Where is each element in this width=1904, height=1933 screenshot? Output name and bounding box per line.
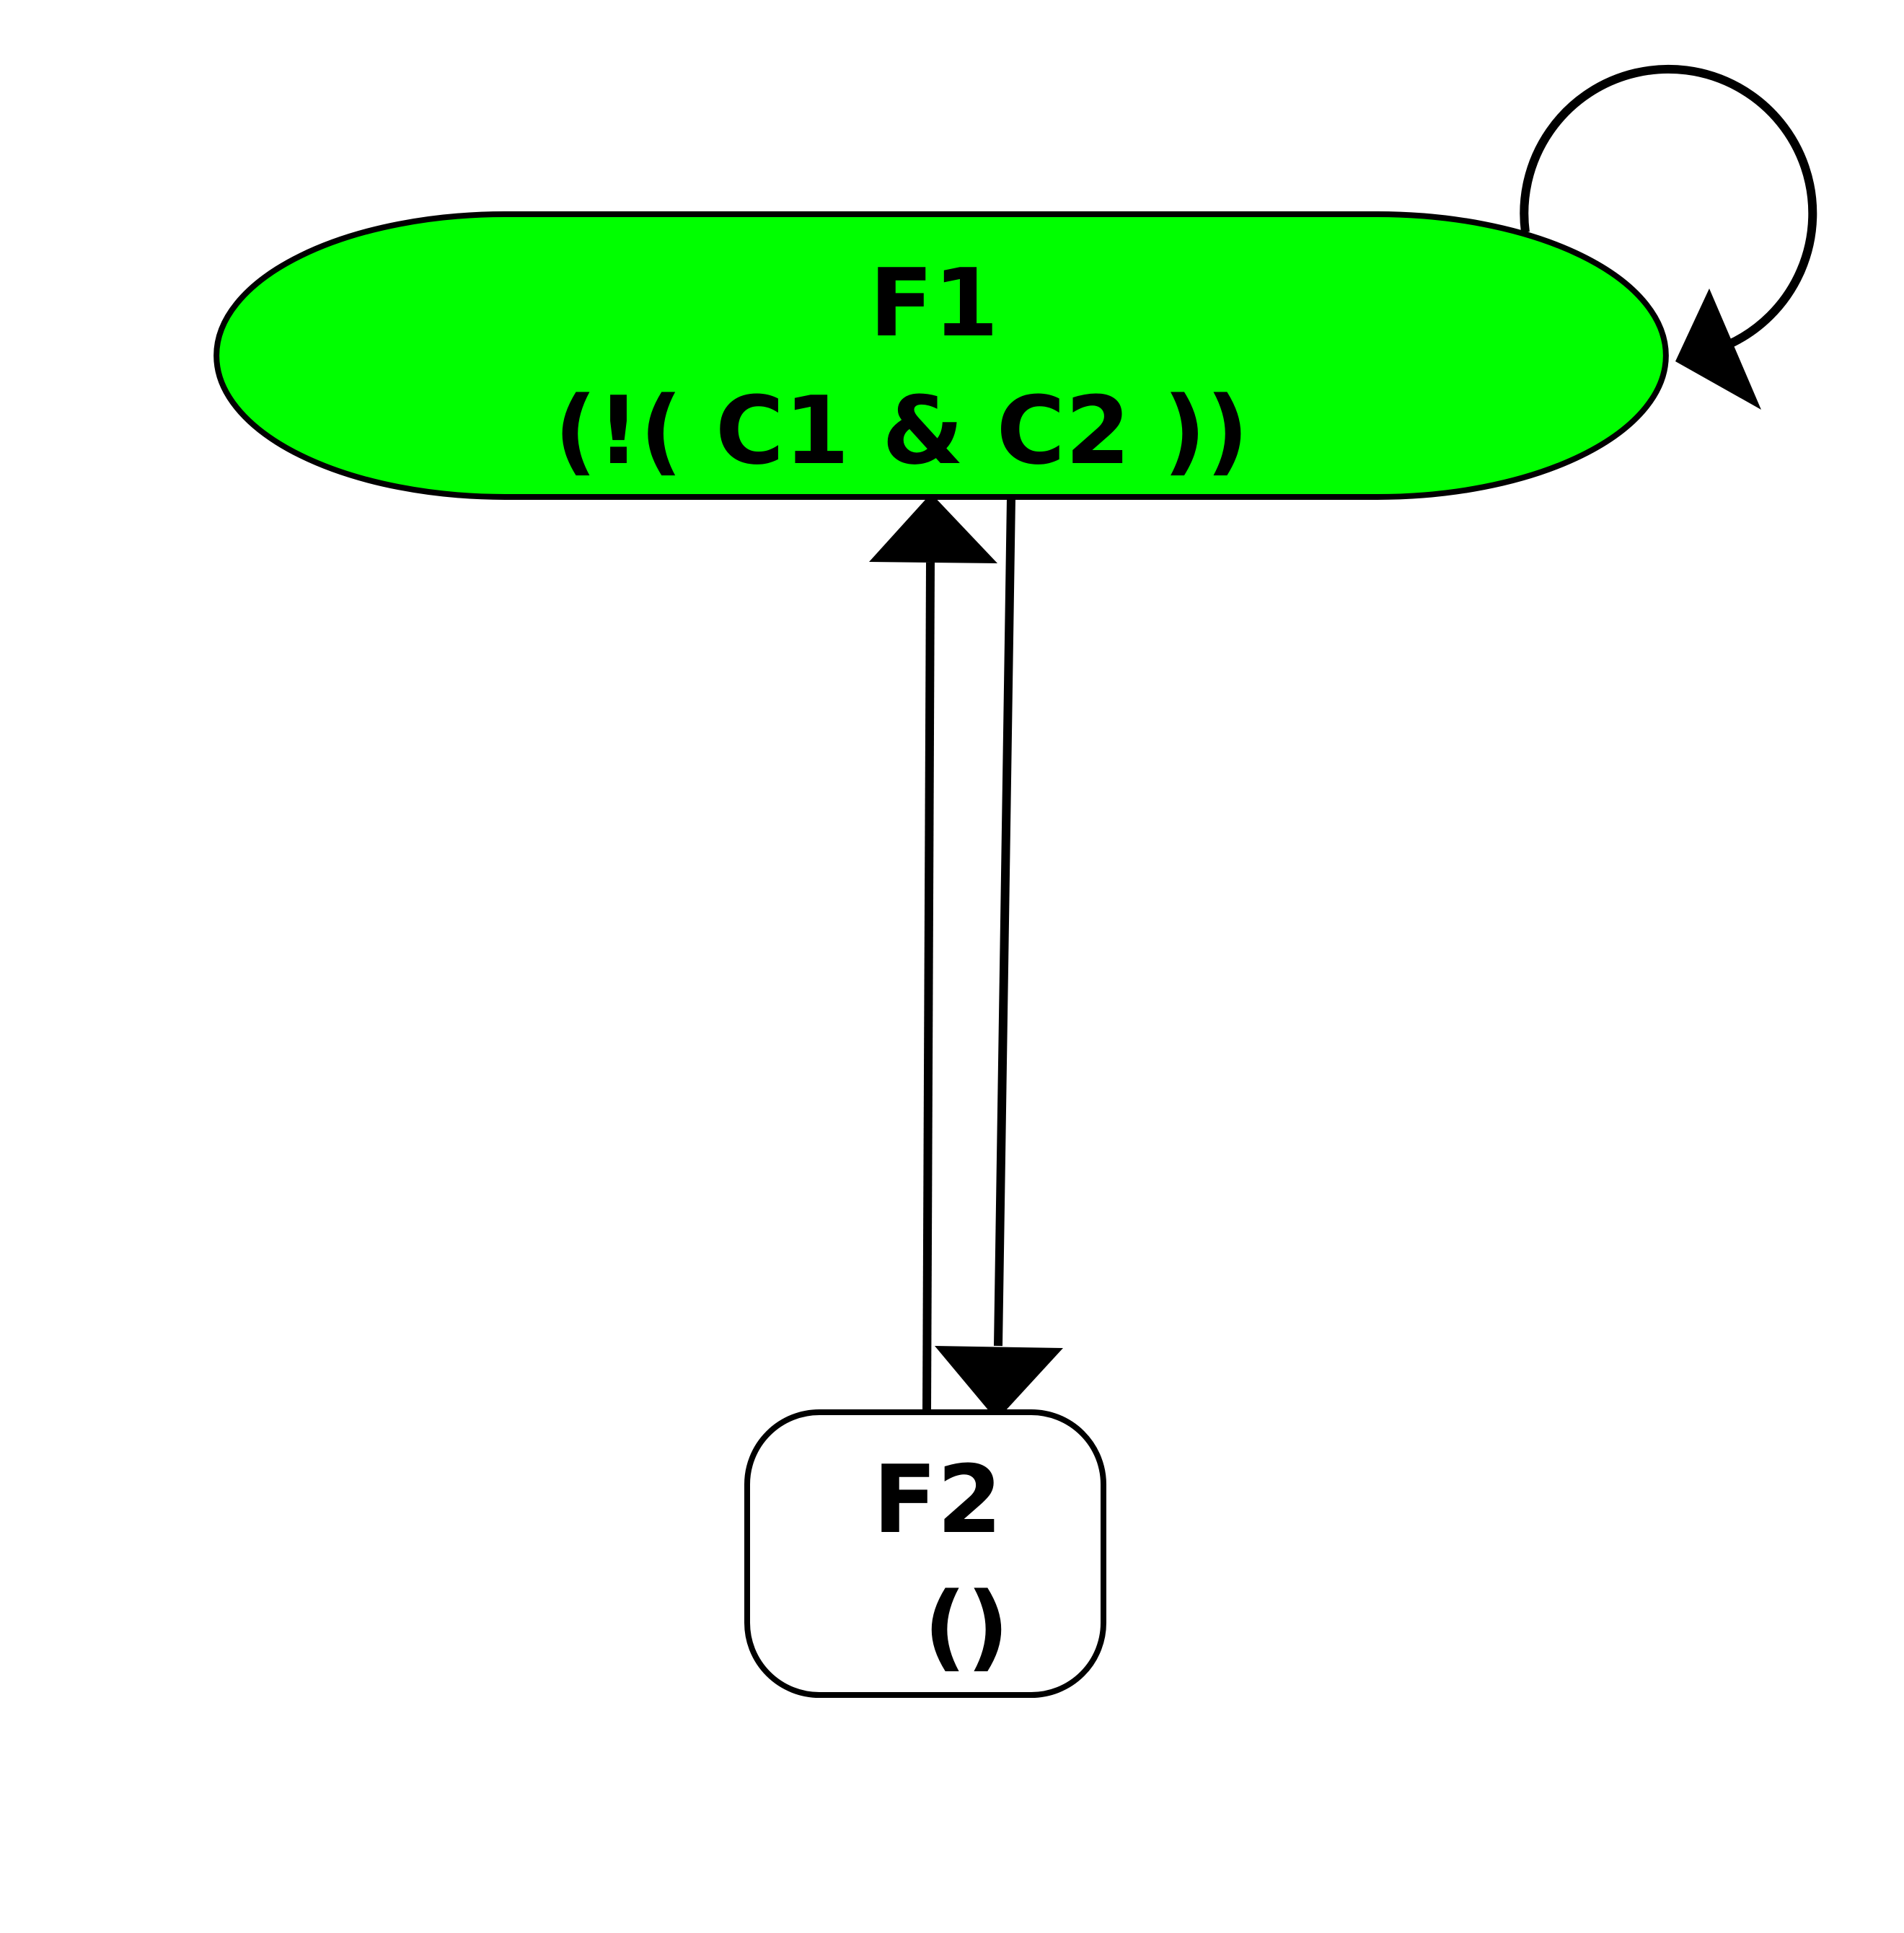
state-node-f2[interactable]: F2 () — [744, 1409, 1106, 1698]
arrowhead-icon — [1675, 289, 1761, 410]
node-condition: (!( C1 & C2 )) — [554, 376, 1248, 485]
edge-f1-to-f2 — [935, 497, 1063, 1420]
state-node-f1[interactable]: F1 (!( C1 & C2 )) — [213, 211, 1669, 500]
node-shape — [744, 1409, 1106, 1698]
node-title: F1 — [869, 248, 998, 358]
node-condition: () — [924, 1572, 1010, 1681]
arrowhead-icon — [935, 1346, 1063, 1420]
edge-line — [922, 562, 935, 1413]
edge-f1-to-f1 — [1520, 64, 1817, 410]
node-title: F2 — [873, 1445, 1002, 1554]
node-shape — [213, 211, 1669, 500]
edge-line — [1520, 64, 1817, 349]
edge-f2-to-f1 — [869, 493, 997, 1413]
edge-line — [994, 497, 1015, 1347]
arrowhead-icon — [869, 493, 997, 563]
